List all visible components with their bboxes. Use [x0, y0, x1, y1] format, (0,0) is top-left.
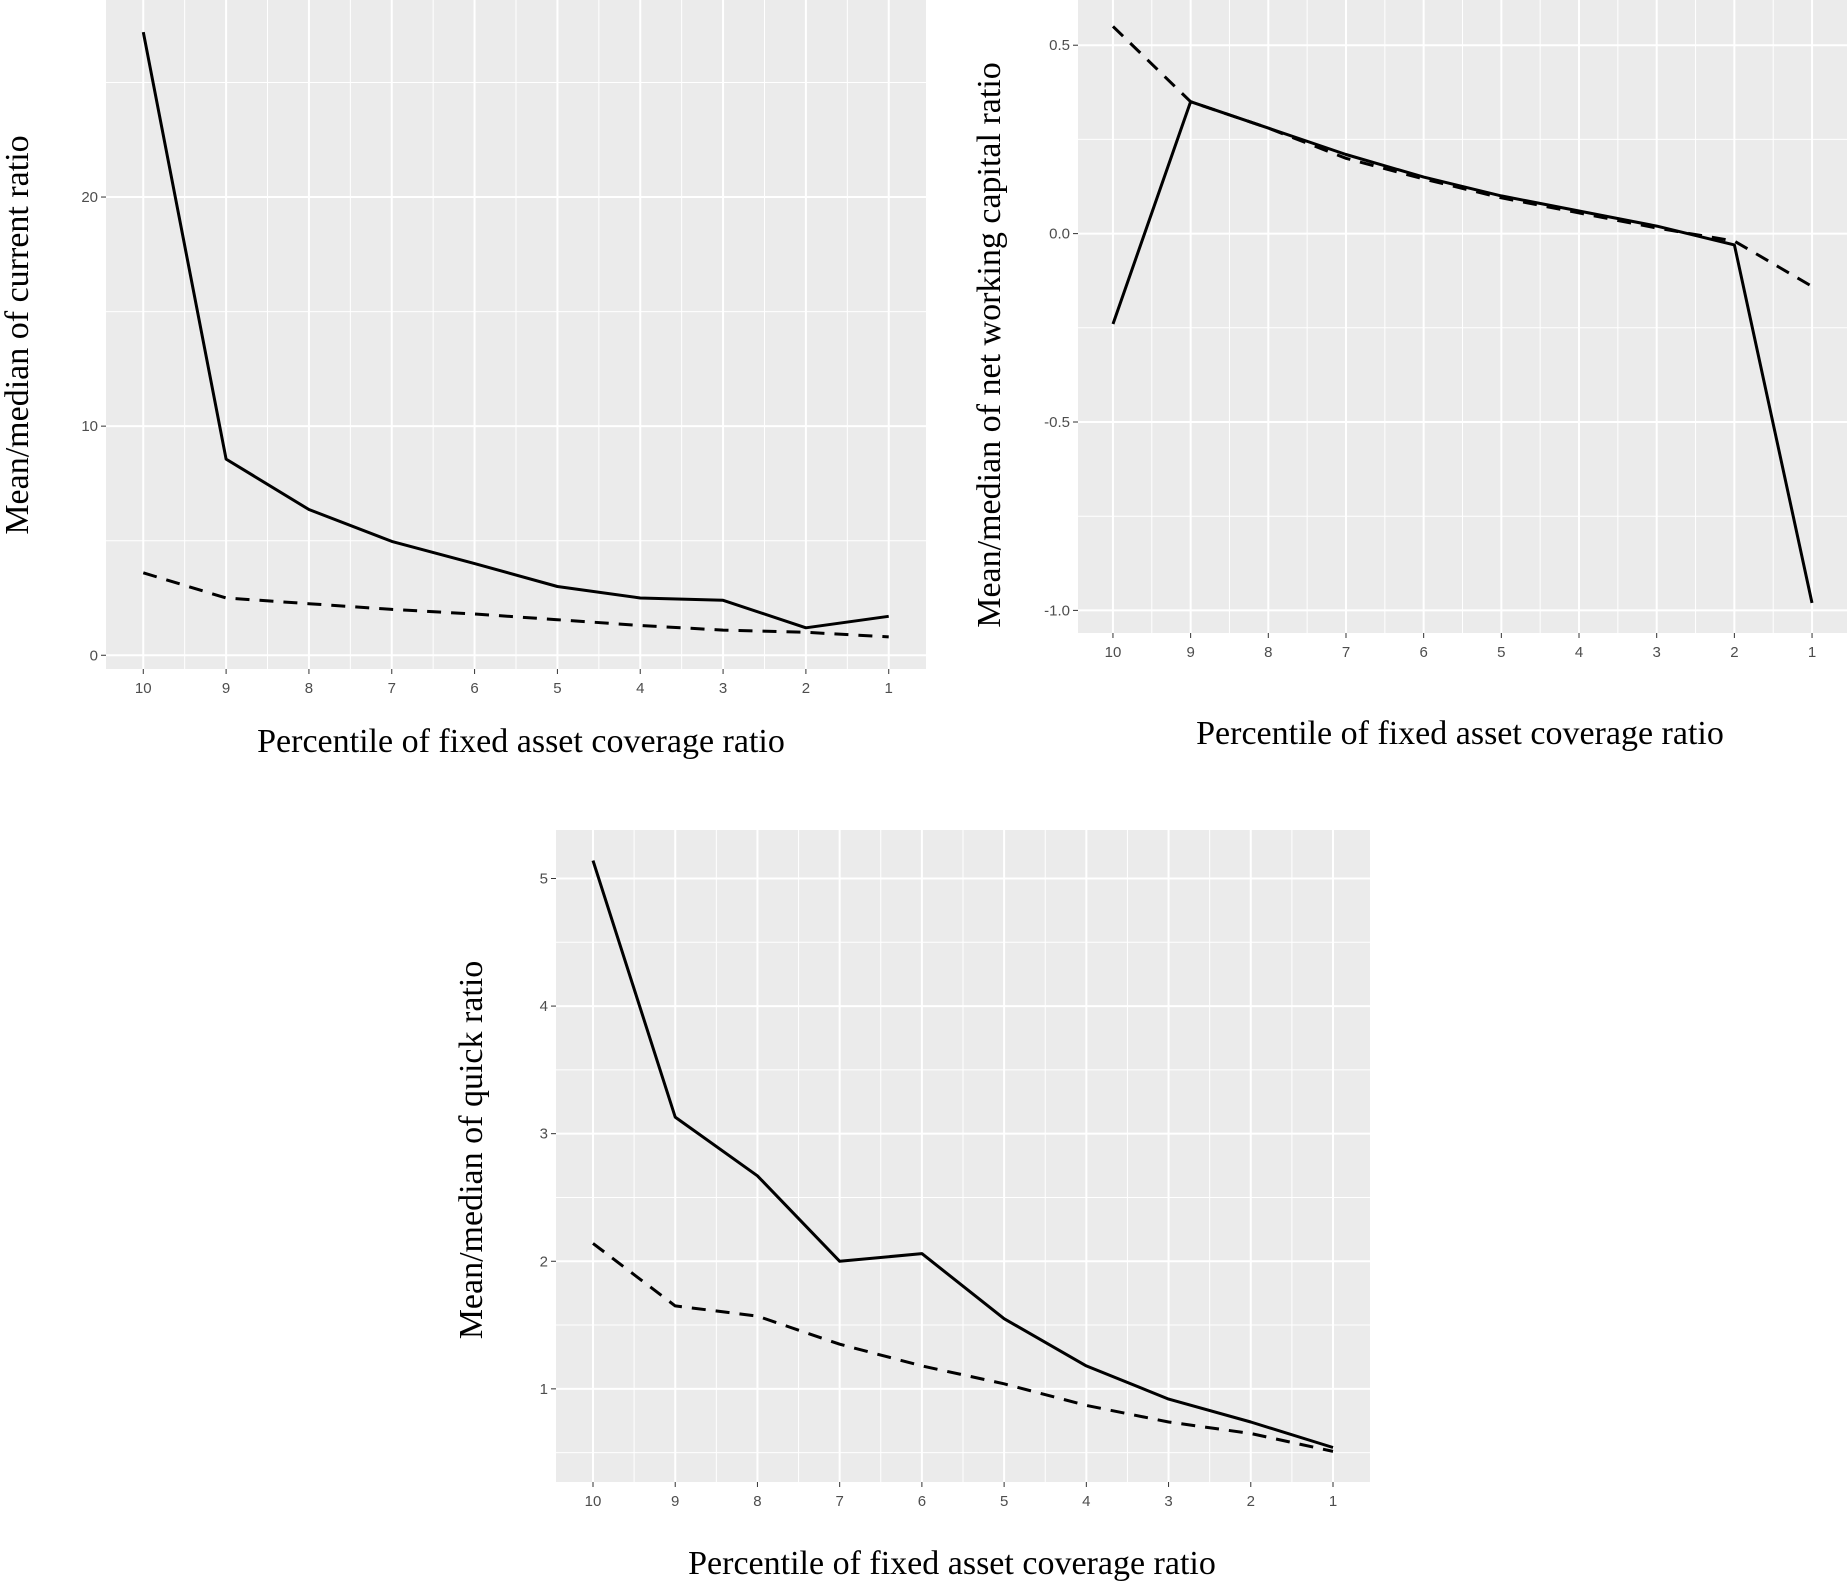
x-tick-label: 10 [1105, 644, 1122, 661]
x-tick-label: 9 [671, 1493, 679, 1510]
x-tick-label: 1 [1329, 1493, 1337, 1510]
x-tick-label: 5 [1000, 1493, 1008, 1510]
x-tick-label: 3 [1164, 1493, 1172, 1510]
x-tick-label: 1 [885, 680, 893, 697]
x-tick-label: 1 [1808, 644, 1816, 661]
x-tick-label: 3 [719, 680, 727, 697]
solid-series-line [591, 860, 1334, 1449]
y-tick-label: 1 [540, 1381, 548, 1398]
y-tick-label: 10 [81, 418, 98, 435]
x-tick-label: 6 [1419, 644, 1427, 661]
x-tick-label: 3 [1653, 644, 1661, 661]
x-tick-label: 4 [1082, 1493, 1090, 1510]
x-tick-label: 9 [222, 680, 230, 697]
y-tick-label: 20 [81, 189, 98, 206]
y-axis-title: Mean/median of net working capital ratio [971, 62, 1008, 628]
chart-quick-ratio: 1 2 3 4 5 10 9 8 7 6 5 4 3 2 1 Percentile of fixed ass… [453, 830, 1370, 1582]
dashed-series-line [1111, 25, 1813, 288]
x-tick-label: 8 [753, 1493, 761, 1510]
y-axis-title: Mean/median of quick ratio [453, 961, 490, 1340]
y-axis-title: Mean/median of current ratio [0, 135, 36, 534]
x-axis-title: Percentile of fixed asset coverage ratio [257, 723, 785, 760]
y-tick-label: 2 [540, 1253, 548, 1270]
y-tick-label: 0.0 [1049, 226, 1070, 243]
x-tick-label: 10 [135, 680, 152, 697]
x-axis-title: Percentile of fixed asset coverage ratio [1196, 715, 1724, 752]
y-tick-label: 4 [540, 998, 548, 1015]
x-tick-label: 2 [1247, 1493, 1255, 1510]
chart-net-working-capital-ratio: -1.0 -0.5 0.0 0.5 10 9 8 7 6 5 4 3 2 1 Percentile of … [971, 0, 1847, 752]
x-tick-label: 2 [1730, 644, 1738, 661]
x-tick-label: 2 [802, 680, 810, 697]
plot-area: 0 10 20 10 9 8 7 6 5 4 3 2 1 [81, 0, 926, 697]
y-tick-label: 3 [540, 1126, 548, 1143]
x-tick-label: 7 [1342, 644, 1350, 661]
x-axis-title: Percentile of fixed asset coverage ratio [688, 1545, 1216, 1582]
x-tick-label: 4 [636, 680, 644, 697]
x-tick-label: 6 [470, 680, 478, 697]
x-tick-label: 8 [1264, 644, 1272, 661]
y-tick-label: 5 [540, 870, 548, 887]
x-tick-label: 7 [835, 1493, 843, 1510]
dashed-series-line [592, 1242, 1334, 1453]
x-tick-label: 10 [585, 1493, 602, 1510]
x-tick-label: 9 [1186, 644, 1194, 661]
x-tick-label: 7 [388, 680, 396, 697]
x-tick-label: 5 [553, 680, 561, 697]
y-tick-label: 0 [90, 647, 98, 664]
x-tick-label: 5 [1497, 644, 1505, 661]
y-tick-label: 0.5 [1049, 37, 1070, 54]
y-tick-label: -0.5 [1044, 414, 1070, 431]
x-tick-label: 4 [1575, 644, 1583, 661]
x-tick-label: 6 [918, 1493, 926, 1510]
solid-series-line [141, 31, 889, 630]
plot-area: -1.0 -0.5 0.0 0.5 10 9 8 7 6 5 4 3 2 1 [1044, 0, 1847, 661]
y-tick-label: -1.0 [1044, 602, 1070, 619]
dashed-series-line [142, 571, 889, 639]
x-tick-label: 8 [305, 680, 313, 697]
plot-area: 1 2 3 4 5 10 9 8 7 6 5 4 3 2 1 [540, 830, 1370, 1510]
chart-current-ratio: 0 10 20 10 9 8 7 6 5 4 3 2 1 Percentile of fixed ass… [0, 0, 926, 760]
